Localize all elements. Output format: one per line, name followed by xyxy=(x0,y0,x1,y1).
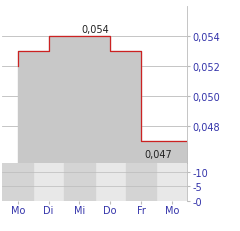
Bar xyxy=(126,164,156,201)
Bar xyxy=(2,164,33,201)
Text: 0,047: 0,047 xyxy=(144,149,172,159)
Bar xyxy=(64,164,95,201)
Text: 0,054: 0,054 xyxy=(81,24,109,35)
